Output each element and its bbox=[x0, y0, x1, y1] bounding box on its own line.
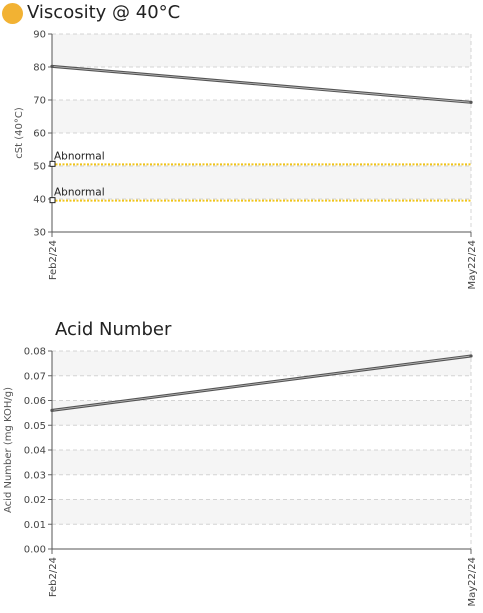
plot-band bbox=[52, 450, 471, 475]
y-tick-label: 0.08 bbox=[24, 347, 46, 358]
acid-number-chart-title: Acid Number bbox=[55, 319, 172, 340]
y-tick-label: 0.02 bbox=[24, 495, 46, 506]
abnormal-limit-marker bbox=[49, 197, 56, 204]
series-line-highlight bbox=[51, 355, 472, 411]
x-tick-label: Feb2/24 bbox=[48, 557, 59, 597]
y-tick-label: 0.07 bbox=[24, 371, 46, 382]
y-tick-label: 40 bbox=[33, 195, 46, 206]
y-tick-label: 30 bbox=[33, 228, 46, 239]
plot-band bbox=[52, 400, 471, 426]
abnormal-limit-marker bbox=[49, 160, 56, 167]
y-tick-label: 0.04 bbox=[24, 446, 46, 457]
series-line-highlight bbox=[51, 65, 472, 103]
viscosity-chart: 30 40 50 60 70 80 90 Feb2/24 May22/24 cSt (40°C) A… bbox=[14, 30, 478, 290]
y-axis-label: cSt (40°C) bbox=[14, 107, 25, 159]
y-tick-label: 0.03 bbox=[24, 470, 46, 481]
y-tick-label: 60 bbox=[33, 129, 46, 140]
abnormal-limit-label: Abnormal bbox=[54, 187, 105, 199]
y-tick-label: 80 bbox=[33, 63, 46, 74]
y-tick-label: 70 bbox=[33, 96, 46, 107]
plot-band bbox=[52, 499, 471, 525]
plot-band bbox=[52, 474, 471, 500]
data-point bbox=[50, 408, 54, 412]
x-tick-label: May22/24 bbox=[467, 240, 478, 290]
y-tick-label: 0.00 bbox=[24, 545, 46, 556]
plot-band bbox=[52, 425, 471, 450]
status-dot bbox=[2, 3, 23, 24]
y-tick-label: 0.05 bbox=[24, 421, 46, 432]
data-point bbox=[469, 100, 473, 104]
y-tick-label: 0.01 bbox=[24, 520, 46, 531]
x-tick-label: May22/24 bbox=[467, 557, 478, 607]
plot-band bbox=[52, 133, 471, 166]
plot-band bbox=[52, 199, 471, 232]
plot-band bbox=[52, 100, 471, 133]
plot-band bbox=[52, 351, 471, 376]
data-point bbox=[50, 64, 54, 68]
y-axis-label: Acid Number (mg KOH/g) bbox=[3, 387, 14, 513]
y-tick-label: 50 bbox=[33, 162, 46, 173]
data-point bbox=[469, 354, 473, 358]
viscosity-chart-title: Viscosity @ 40°C bbox=[27, 2, 181, 23]
x-tick-label: Feb2/24 bbox=[48, 240, 59, 280]
y-tick-label: 90 bbox=[33, 30, 46, 41]
plot-band bbox=[52, 375, 471, 401]
y-tick-label: 0.06 bbox=[24, 396, 46, 407]
plot-band bbox=[52, 34, 471, 67]
plot-band bbox=[52, 166, 471, 199]
plot-band bbox=[52, 524, 471, 549]
abnormal-limit-label: Abnormal bbox=[54, 150, 105, 162]
